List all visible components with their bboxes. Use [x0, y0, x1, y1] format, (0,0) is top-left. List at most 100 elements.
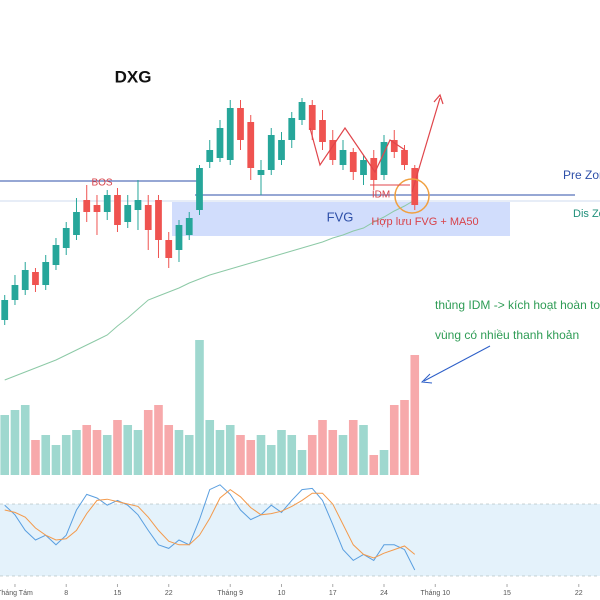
candle-body [11, 285, 19, 300]
plot-layer: Tháng Tám 8 15 22 Tháng 9 10 17 24 Tháng 10 15 22 [0, 98, 583, 597]
candle-body [288, 118, 296, 140]
candle-body [103, 195, 111, 212]
x-tick-label: 10 [278, 590, 286, 597]
x-tick-label: 24 [380, 590, 388, 597]
volume-bar [143, 410, 153, 475]
volume-bar [154, 405, 163, 475]
candle-body [390, 140, 398, 152]
candle-body [267, 135, 275, 170]
annotation-layer: DXG BOS Pre Zone IDM FVG Hợp lưu FVG + M… [91, 67, 600, 384]
x-tick-label: Tháng 9 [217, 590, 243, 597]
arrow-head [420, 373, 433, 384]
volume-bar [246, 440, 256, 475]
candle-body [185, 218, 193, 235]
candle-body [226, 108, 234, 160]
volume-bar [205, 420, 215, 475]
volume-bar [20, 405, 30, 475]
oscillator-line [4, 488, 416, 559]
candle-body [380, 142, 388, 175]
candle-body [257, 170, 265, 175]
candle-body [175, 225, 183, 250]
volume-bar [266, 445, 276, 475]
candle-body [52, 245, 60, 265]
zigzag-path [309, 126, 406, 174]
arrow-head [433, 93, 444, 105]
candle-body [401, 150, 408, 165]
volume-bar [82, 425, 92, 475]
chart-title: DXG [115, 67, 152, 86]
pre-zone-label: Pre Zone [563, 168, 600, 182]
candle-body [155, 200, 162, 240]
highlight-circle [394, 178, 430, 214]
volume-bar [195, 340, 204, 475]
volume-bar [348, 420, 358, 475]
candle-body [329, 140, 337, 160]
volume-bar [236, 435, 245, 475]
candle-body [93, 205, 101, 212]
x-tick-label: 8 [64, 590, 68, 597]
candle-body [144, 205, 152, 230]
x-tick-label: 22 [165, 590, 173, 597]
candle-body [216, 128, 224, 158]
volume-bar [359, 425, 368, 475]
volume-bar [389, 405, 399, 475]
volume-bar [410, 355, 420, 475]
x-tick-label: 17 [329, 590, 337, 597]
volume-bar [123, 425, 133, 475]
candle-body [370, 158, 378, 180]
candle-body [298, 102, 306, 120]
x-tick-label: Tháng Tám [0, 590, 33, 597]
candle-body [339, 150, 347, 165]
volume-bar [307, 435, 317, 475]
confluence-label: Hợp lưu FVG + MA50 [371, 216, 478, 228]
x-tick-label: 15 [503, 590, 511, 597]
idm-label: IDM [372, 190, 390, 201]
oscillator-line [4, 484, 416, 571]
note-text: vùng có nhiều thanh khoản [435, 328, 579, 342]
volume-bar [174, 430, 184, 475]
volume-bar [256, 435, 266, 475]
dis-zone-label: Dis Zone [573, 208, 600, 220]
volume-bar [184, 435, 194, 475]
candle-body [237, 108, 244, 140]
volume-bar [379, 450, 389, 475]
x-tick-label: 15 [114, 590, 122, 597]
background-layer [0, 503, 600, 577]
ma50-line [4, 199, 416, 381]
annotation-layer [0, 180, 600, 236]
volume-bar [41, 435, 51, 475]
candle-body [247, 122, 255, 168]
volume-bar [0, 415, 10, 475]
volume-bar [133, 430, 143, 475]
candle-body [411, 168, 419, 205]
volume-bar [328, 430, 338, 475]
x-tick-label: 22 [575, 590, 583, 597]
candle-body [114, 195, 121, 225]
candle-body [349, 152, 357, 172]
volume-bar [225, 425, 235, 475]
bos-label: BOS [91, 178, 112, 189]
volume-bar [92, 430, 102, 475]
volume-bar [369, 455, 379, 475]
candle-body [196, 168, 203, 210]
candle-body [62, 228, 70, 248]
candle-body [206, 150, 214, 162]
volume-bar [61, 435, 71, 475]
volume-bar [72, 430, 81, 475]
volume-bar [51, 445, 61, 475]
candle-body [308, 105, 316, 130]
volume-bar [102, 435, 112, 475]
candle-body [360, 160, 367, 175]
volume-bar [287, 435, 297, 475]
candle-body [278, 140, 285, 160]
x-tick-label: Tháng 10 [420, 590, 450, 597]
candle-body [42, 262, 50, 285]
fvg-zone [172, 202, 510, 236]
fvg-label: FVG [327, 209, 354, 224]
volume-bar [318, 420, 327, 475]
candle-body [1, 300, 9, 320]
volume-bar [277, 430, 286, 475]
candle-body [83, 200, 91, 212]
candle-body [21, 270, 29, 290]
volume-bar [31, 440, 40, 475]
